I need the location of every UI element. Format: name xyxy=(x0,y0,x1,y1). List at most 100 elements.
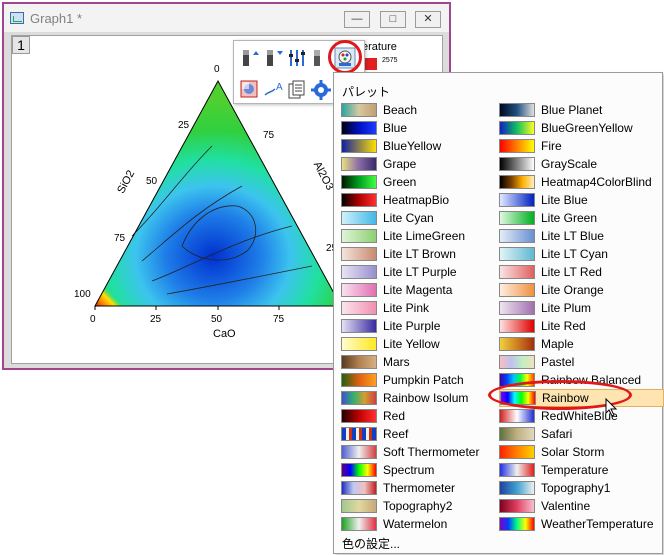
palette-swatch xyxy=(499,247,535,261)
palette-item[interactable]: Rainbow Isolum xyxy=(341,389,468,407)
palette-item[interactable]: Lite LT Brown xyxy=(341,245,456,263)
palette-item[interactable]: Fire xyxy=(499,137,562,155)
title-bar[interactable]: Graph1 * — □ ✕ xyxy=(4,4,449,32)
palette-item-label: Soft Thermometer xyxy=(383,445,480,459)
palette-icon-highlight xyxy=(328,40,362,74)
palette-swatch xyxy=(499,211,535,225)
palette-item-label: Grape xyxy=(383,157,417,171)
palette-item[interactable]: Thermometer xyxy=(341,479,455,497)
palette-item[interactable]: Lite Red xyxy=(499,317,586,335)
palette-item[interactable]: Topography2 xyxy=(341,497,452,515)
palette-swatch xyxy=(341,409,377,423)
minimize-button[interactable]: — xyxy=(344,11,370,28)
palette-item[interactable]: GrayScale xyxy=(499,155,597,173)
color-map-icon[interactable] xyxy=(239,79,261,101)
palette-item[interactable]: BlueGreenYellow xyxy=(499,119,633,137)
legend-title[interactable]: erature xyxy=(362,41,397,53)
palette-item-label: Blue xyxy=(383,121,408,135)
palette-swatch xyxy=(499,409,535,423)
palette-item[interactable]: Lite LT Red xyxy=(499,263,602,281)
palette-item-label: Blue Planet xyxy=(541,103,603,117)
palette-item[interactable]: BlueYellow xyxy=(341,137,441,155)
color-scale-icon[interactable] xyxy=(310,47,332,69)
palette-item[interactable]: Maple xyxy=(499,335,574,353)
bottom-tick-0: 0 xyxy=(90,314,96,325)
palette-menu: パレット Beach Blue BlueYellow Grape Green Heatma… xyxy=(333,72,664,554)
palette-item[interactable]: Lite Orange xyxy=(499,281,604,299)
palette-item-label: Pumpkin Patch xyxy=(383,373,464,387)
palette-item-label: Rainbow Isolum xyxy=(383,391,469,405)
palette-item[interactable]: Valentine xyxy=(499,497,590,515)
palette-item-label: Lite LT Purple xyxy=(383,265,457,279)
palette-item[interactable]: Blue Planet xyxy=(499,101,602,119)
increase-levels-icon[interactable] xyxy=(239,47,261,69)
palette-item[interactable]: Lite Blue xyxy=(499,191,588,209)
palette-item[interactable]: Reef xyxy=(341,425,408,443)
palette-item[interactable]: HeatmapBio xyxy=(341,191,449,209)
contour-label-icon[interactable]: A xyxy=(263,79,285,101)
palette-item[interactable]: Lite Plum xyxy=(499,299,591,317)
palette-swatch xyxy=(499,229,535,243)
palette-item[interactable]: Blue xyxy=(341,119,407,137)
palette-swatch xyxy=(341,211,377,225)
color-settings-item[interactable]: 色の設定... xyxy=(342,537,401,551)
palette-item[interactable]: WeatherTemperature xyxy=(499,515,654,533)
palette-item[interactable]: Topography1 xyxy=(499,479,610,497)
palette-swatch xyxy=(499,121,535,135)
palette-item[interactable]: Lite LT Purple xyxy=(341,263,457,281)
palette-item[interactable]: Pastel xyxy=(499,353,574,371)
palette-item[interactable]: Beach xyxy=(341,101,417,119)
palette-swatch xyxy=(341,445,377,459)
palette-item[interactable]: Lite LT Blue xyxy=(499,227,604,245)
close-button[interactable]: ✕ xyxy=(415,11,441,28)
palette-item[interactable]: Lite LT Cyan xyxy=(499,245,608,263)
palette-item[interactable]: Lite Magenta xyxy=(341,281,452,299)
palette-item[interactable]: Green xyxy=(341,173,416,191)
palette-swatch xyxy=(499,283,535,297)
svg-text:A: A xyxy=(276,82,283,93)
palette-item[interactable]: Spectrum xyxy=(341,461,434,479)
ternary-contour-plot[interactable] xyxy=(12,36,442,363)
copy-format-icon[interactable] xyxy=(286,79,308,101)
palette-item[interactable]: Lite Pink xyxy=(341,299,429,317)
maximize-button[interactable]: □ xyxy=(380,11,406,28)
layer-indicator[interactable]: 1 xyxy=(12,36,30,54)
palette-swatch xyxy=(499,265,535,279)
bottom-tick-75: 75 xyxy=(273,314,285,325)
palette-item[interactable]: Mars xyxy=(341,353,410,371)
palette-item[interactable]: RedWhiteBlue xyxy=(499,407,618,425)
palette-item[interactable]: Temperature xyxy=(499,461,608,479)
palette-item[interactable]: Lite Green xyxy=(499,209,597,227)
palette-item[interactable]: Lite LimeGreen xyxy=(341,227,465,245)
gear-icon[interactable] xyxy=(310,79,332,101)
palette-item[interactable]: Safari xyxy=(499,425,572,443)
palette-swatch xyxy=(341,139,377,153)
palette-item[interactable]: Red xyxy=(341,407,405,425)
mouse-cursor-icon xyxy=(605,398,618,417)
palette-item-label: Reef xyxy=(383,427,409,441)
palette-item-label: Lite Pink xyxy=(383,301,430,315)
palette-item[interactable]: Heatmap4ColorBlind xyxy=(499,173,652,191)
palette-item[interactable]: Watermelon xyxy=(341,515,447,533)
left-tick-0: 0 xyxy=(214,64,220,75)
palette-item-label: Lite Red xyxy=(541,319,586,333)
left-tick-50: 50 xyxy=(146,176,158,187)
selection-highlight-ring xyxy=(488,380,632,410)
palette-swatch xyxy=(341,373,377,387)
levels-slider-icon[interactable] xyxy=(286,47,308,69)
palette-item[interactable]: Solar Storm xyxy=(499,443,604,461)
palette-item[interactable]: Lite Yellow xyxy=(341,335,440,353)
decrease-levels-icon[interactable] xyxy=(263,47,285,69)
palette-item[interactable]: Lite Purple xyxy=(341,317,440,335)
palette-item-label: Lite Purple xyxy=(383,319,441,333)
bottom-axis-title[interactable]: CaO xyxy=(213,328,236,340)
palette-item[interactable]: Soft Thermometer xyxy=(341,443,479,461)
palette-item[interactable]: Grape xyxy=(341,155,416,173)
palette-item[interactable]: Lite Cyan xyxy=(341,209,434,227)
palette-item[interactable]: Pumpkin Patch xyxy=(341,371,464,389)
palette-swatch xyxy=(499,481,535,495)
right-tick-75: 75 xyxy=(263,130,275,141)
palette-item-label: Thermometer xyxy=(383,481,456,495)
palette-item-label: BlueGreenYellow xyxy=(541,121,633,135)
left-tick-75: 75 xyxy=(114,233,126,244)
